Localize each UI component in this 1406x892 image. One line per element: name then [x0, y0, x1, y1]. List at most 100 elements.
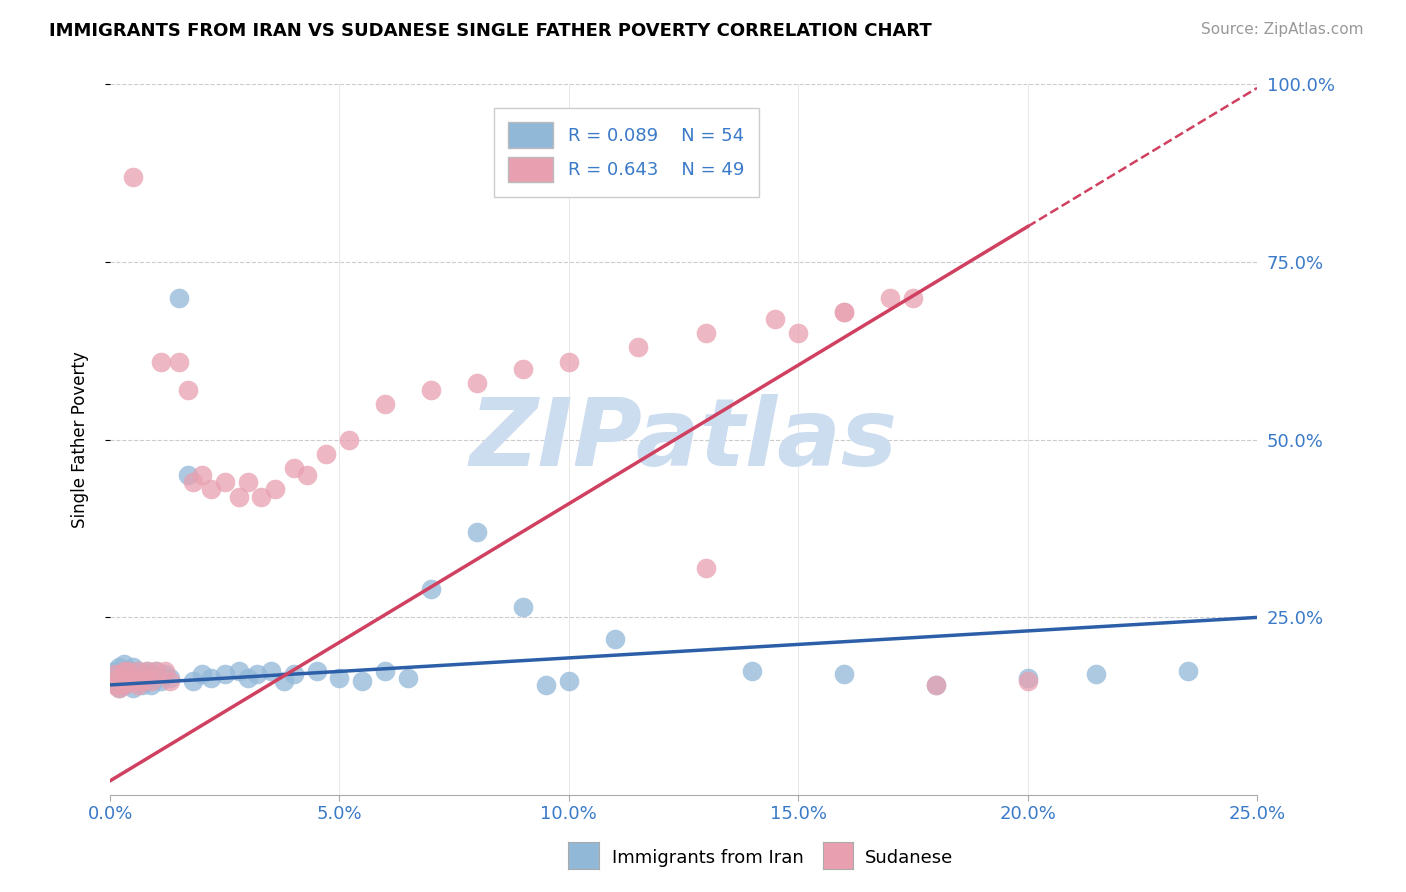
- Point: [181, 674, 204, 689]
- Point: [465, 525, 488, 540]
- Legend: R = 0.089    N = 54, R = 0.643    N = 49: R = 0.089 N = 54, R = 0.643 N = 49: [494, 108, 759, 197]
- Point: [741, 664, 763, 678]
- Point: [200, 671, 222, 685]
- Point: [236, 671, 259, 685]
- Point: [112, 678, 135, 692]
- Point: [420, 383, 443, 397]
- Point: [1017, 671, 1039, 685]
- Point: [153, 667, 176, 681]
- Point: [191, 667, 214, 681]
- Point: [283, 667, 305, 681]
- Point: [603, 632, 626, 646]
- Point: [104, 674, 127, 689]
- Point: [117, 664, 139, 678]
- Point: [763, 312, 786, 326]
- Point: [153, 664, 176, 678]
- Point: [108, 660, 131, 674]
- Text: Source: ZipAtlas.com: Source: ZipAtlas.com: [1201, 22, 1364, 37]
- Point: [315, 447, 337, 461]
- Point: [273, 674, 295, 689]
- Point: [512, 361, 534, 376]
- Point: [135, 664, 157, 678]
- Point: [108, 681, 131, 696]
- Point: [283, 461, 305, 475]
- Point: [879, 291, 901, 305]
- Point: [250, 490, 273, 504]
- Point: [112, 664, 135, 678]
- Point: [228, 664, 250, 678]
- Point: [127, 674, 149, 689]
- Text: ZIPatlas: ZIPatlas: [470, 393, 897, 486]
- Point: [104, 664, 127, 678]
- Point: [337, 433, 360, 447]
- Point: [901, 291, 924, 305]
- Point: [122, 671, 145, 685]
- Point: [112, 667, 135, 681]
- Point: [117, 664, 139, 678]
- Point: [141, 674, 163, 689]
- Point: [177, 383, 200, 397]
- Point: [117, 674, 139, 689]
- Point: [305, 664, 328, 678]
- Point: [117, 674, 139, 689]
- Point: [145, 671, 167, 685]
- Point: [131, 678, 153, 692]
- Point: [396, 671, 419, 685]
- Point: [108, 681, 131, 696]
- Point: [167, 291, 190, 305]
- Point: [141, 678, 163, 692]
- Point: [108, 671, 131, 685]
- Point: [420, 582, 443, 596]
- Point: [167, 354, 190, 368]
- Point: [925, 678, 948, 692]
- Point: [328, 671, 350, 685]
- Point: [236, 475, 259, 490]
- Point: [374, 397, 396, 411]
- Point: [512, 599, 534, 614]
- Point: [131, 674, 153, 689]
- Point: [112, 657, 135, 671]
- Point: [352, 674, 374, 689]
- Point: [191, 468, 214, 483]
- Point: [214, 475, 236, 490]
- Point: [145, 664, 167, 678]
- Point: [627, 340, 650, 354]
- Text: IMMIGRANTS FROM IRAN VS SUDANESE SINGLE FATHER POVERTY CORRELATION CHART: IMMIGRANTS FROM IRAN VS SUDANESE SINGLE …: [49, 22, 932, 40]
- Point: [297, 468, 319, 483]
- Point: [832, 305, 855, 319]
- Point: [1017, 674, 1039, 689]
- Point: [1085, 667, 1108, 681]
- Point: [104, 667, 127, 681]
- Point: [246, 667, 269, 681]
- Point: [149, 354, 172, 368]
- Point: [127, 664, 149, 678]
- Point: [214, 667, 236, 681]
- Point: [141, 667, 163, 681]
- Text: Immigrants from Iran: Immigrants from Iran: [612, 849, 803, 867]
- Point: [1177, 664, 1199, 678]
- Point: [159, 674, 181, 689]
- Point: [177, 468, 200, 483]
- Point: [832, 305, 855, 319]
- Point: [228, 490, 250, 504]
- Point: [832, 667, 855, 681]
- Point: [200, 483, 222, 497]
- Point: [145, 664, 167, 678]
- Point: [149, 674, 172, 689]
- Point: [925, 678, 948, 692]
- Point: [127, 664, 149, 678]
- Point: [695, 326, 717, 340]
- Point: [135, 674, 157, 689]
- Point: [374, 664, 396, 678]
- Point: [122, 674, 145, 689]
- Point: [534, 678, 557, 692]
- Point: [264, 483, 287, 497]
- Point: [787, 326, 810, 340]
- Point: [695, 560, 717, 574]
- Text: Sudanese: Sudanese: [865, 849, 953, 867]
- Point: [259, 664, 281, 678]
- Point: [112, 678, 135, 692]
- Point: [181, 475, 204, 490]
- Point: [159, 671, 181, 685]
- Point: [122, 660, 145, 674]
